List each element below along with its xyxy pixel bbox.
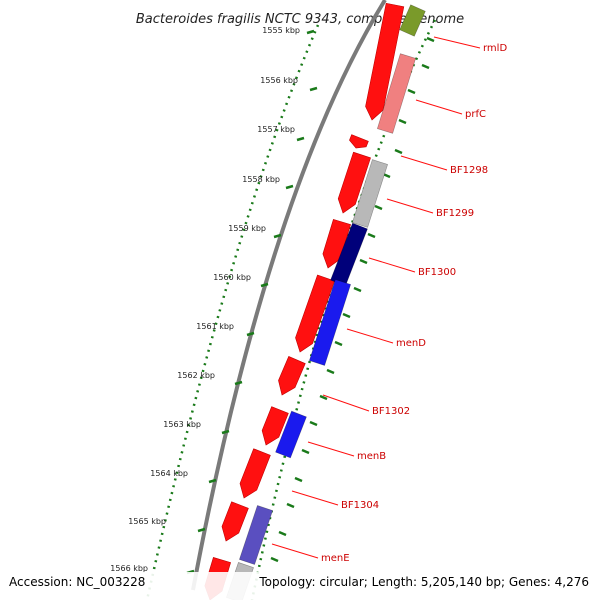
gene-label-leader — [291, 490, 339, 506]
kbp-ticks: 1555 kbp 1556 kbp 1557 kbp 1558 kbp 1559 kbp… — [110, 26, 435, 575]
gene-label-leader — [433, 36, 481, 49]
inner-tick — [309, 420, 318, 427]
inner-tick — [407, 88, 416, 95]
reverse-gene-box — [399, 4, 426, 37]
gene-label-leader — [400, 155, 448, 171]
forward-gene-arrow — [322, 219, 351, 269]
kbp-tick-label: 1562 kbp — [177, 371, 215, 380]
kbp-tick — [221, 429, 230, 435]
forward-gene-arrow — [221, 501, 249, 542]
inner-tick — [426, 36, 435, 43]
kbp-tick-label: 1561 kbp — [196, 322, 234, 331]
kbp-tick-label: 1557 kbp — [257, 125, 295, 134]
reverse-gene-box — [351, 159, 389, 228]
inner-tick — [421, 63, 430, 70]
kbp-tick — [306, 29, 315, 35]
kbp-tick — [285, 184, 294, 190]
gene-label: BF1298 — [450, 165, 488, 176]
kbp-tick-label: 1559 kbp — [228, 224, 266, 233]
gene-label-leader — [346, 328, 394, 344]
reverse-gene-box — [376, 53, 417, 134]
gene-label: BF1300 — [418, 267, 456, 278]
kbp-tick-label: 1556 kbp — [260, 76, 298, 85]
kbp-tick-label: 1555 kbp — [262, 26, 300, 35]
forward-gene-arrow — [278, 356, 306, 396]
inner-tick — [374, 204, 383, 211]
gene-features — [204, 2, 426, 600]
kbp-tick-label: 1560 kbp — [213, 273, 251, 282]
gene-labels: rmlD prfC BF1298 BF1299 BF1300 menD BF1302 menB… — [271, 36, 507, 564]
gene-label: rmlD — [483, 43, 507, 54]
forward-gene-arrow — [337, 151, 371, 214]
kbp-tick-label: 1565 kbp — [128, 517, 166, 526]
kbp-tick-label: 1564 kbp — [150, 469, 188, 478]
inner-tick — [301, 448, 310, 455]
gene-label: menE — [321, 553, 350, 564]
inner-tick — [398, 118, 407, 125]
gc-ruler-dotted-line — [250, 19, 437, 600]
inner-tick — [326, 368, 335, 375]
reverse-gene-box — [239, 505, 273, 565]
kbp-tick — [197, 527, 206, 533]
kbp-tick — [273, 233, 282, 239]
kbp-tick — [208, 478, 217, 484]
forward-gene-arrow — [349, 134, 369, 149]
inner-tick — [342, 312, 351, 319]
inner-tick — [286, 502, 295, 509]
kbp-ruler-dotted-line — [145, 24, 320, 600]
forward-gene-arrow — [365, 2, 405, 121]
gene-label: BF1299 — [436, 208, 474, 219]
forward-gene-arrow — [261, 406, 289, 446]
kbp-tick — [260, 282, 269, 288]
gene-label-leader — [415, 99, 463, 115]
gene-label-leader — [271, 543, 319, 559]
gene-label-leader — [386, 198, 434, 214]
gene-label: menB — [357, 451, 386, 462]
kbp-tick-label: 1566 kbp — [110, 564, 148, 573]
accession-text: Accession: NC_003228 — [9, 575, 145, 589]
inner-tick — [278, 530, 287, 537]
reverse-gene-box — [309, 279, 351, 366]
inner-tick — [334, 340, 343, 347]
reverse-gene-box — [275, 410, 307, 459]
kbp-tick — [246, 331, 255, 337]
footer-background — [0, 572, 600, 600]
genome-summary-text: Topology: circular; Length: 5,205,140 bp… — [258, 575, 589, 589]
gene-label-leader — [322, 394, 370, 412]
inner-tick — [394, 148, 403, 155]
kbp-tick — [296, 136, 305, 142]
forward-gene-arrow — [239, 448, 271, 499]
inner-tick — [319, 394, 328, 401]
kbp-tick — [234, 380, 243, 386]
gene-label: prfC — [465, 109, 486, 120]
kbp-tick-label: 1558 kbp — [242, 175, 280, 184]
inner-tick — [359, 258, 368, 265]
inner-tick — [367, 232, 376, 239]
gene-label: menD — [396, 338, 426, 349]
inner-tick — [294, 476, 303, 483]
gene-label: BF1302 — [372, 406, 410, 417]
kbp-tick-label: 1563 kbp — [163, 420, 201, 429]
gene-label-leader — [368, 257, 416, 273]
inner-tick — [353, 286, 362, 293]
kbp-tick — [309, 86, 318, 92]
inner-tick — [270, 556, 279, 563]
gene-label-leader — [307, 441, 355, 457]
gene-label: BF1304 — [341, 500, 379, 511]
